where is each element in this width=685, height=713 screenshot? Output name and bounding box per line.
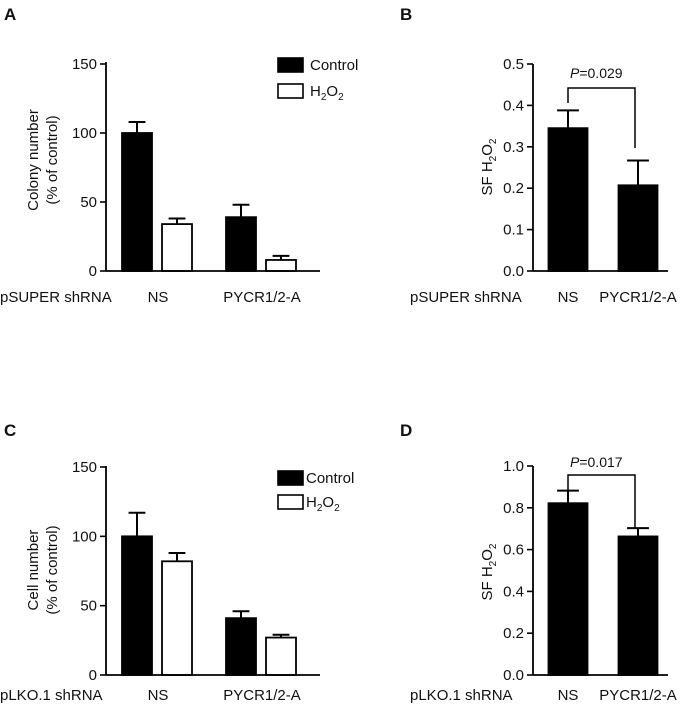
y-tick-label: 0.1 (503, 222, 524, 239)
y-tick-label: 0.2 (503, 625, 524, 642)
p-value-annotation: P=0.029 (570, 65, 623, 81)
bar-h2o2 (161, 223, 193, 272)
legend: Control H2O2 (277, 470, 354, 514)
bars (121, 511, 297, 676)
y-tick-label: 50 (80, 194, 97, 211)
y-tick-label: 0.4 (503, 97, 524, 114)
group-label: pSUPER shRNA (410, 289, 522, 306)
y-tick-label: 0 (89, 667, 97, 684)
y-axis-label-line1: Colony number (25, 109, 42, 211)
y-tick-label: 150 (72, 459, 97, 476)
panel-a: A Colony number (% of control) 0 50 100 150… (0, 5, 358, 306)
significance-bracket (567, 87, 636, 148)
bars (547, 109, 659, 272)
y-ticks: 0 50 100 150 (72, 56, 106, 280)
bar-control (225, 216, 257, 272)
y-axis-label: SF H2O2 (479, 138, 499, 195)
y-axis-label-line2: (% of control) (44, 115, 61, 204)
y-tick-label: 50 (80, 598, 97, 615)
legend-swatch-control (277, 57, 304, 73)
y-tick-label: 0.2 (503, 180, 524, 197)
bars (547, 489, 659, 676)
legend-label-h2o2: H2O2 (310, 83, 344, 103)
bar-control (121, 132, 153, 272)
y-axis-label-line1: Cell number (25, 530, 42, 611)
category-label-pycr: PYCR1/2-A (223, 289, 301, 306)
panel-b: B SF H2O2 0.0 0.1 0.2 0.3 0.4 0.5 P=0.029 pSU… (400, 5, 677, 306)
significance-bracket (567, 474, 636, 528)
category-label-pycr: PYCR1/2-A (223, 687, 301, 704)
y-axis-label-line2: (% of control) (44, 525, 61, 614)
y-tick-label: 0.4 (503, 583, 524, 600)
p-value: =0.029 (579, 65, 622, 81)
bar-control (225, 617, 257, 676)
legend-label-control: Control (310, 57, 358, 74)
y-tick-label: 0 (89, 263, 97, 280)
y-tick-label: 100 (72, 125, 97, 142)
panel-letter: C (4, 421, 16, 440)
bar-control (547, 127, 589, 272)
category-label-pycr: PYCR1/2-A (599, 289, 677, 306)
y-tick-label: 0.8 (503, 500, 524, 517)
group-label: pLKO.1 shRNA (410, 687, 513, 704)
legend-label-control: Control (306, 470, 354, 487)
y-tick-label: 150 (72, 56, 97, 73)
legend-swatch-h2o2 (277, 494, 304, 510)
panel-letter: A (4, 5, 16, 24)
bar-h2o2 (161, 560, 193, 676)
p-label: P (570, 65, 580, 81)
legend-swatch-control (277, 470, 304, 486)
group-label: pSUPER shRNA (0, 289, 112, 306)
legend-swatch-h2o2 (277, 83, 304, 99)
bar-control (617, 184, 659, 272)
category-label-ns: NS (558, 687, 579, 704)
legend-label-h2o2: H2O2 (306, 494, 340, 514)
y-ticks: 0 50 100 150 (72, 459, 106, 684)
y-tick-label: 0.0 (503, 263, 524, 280)
y-ticks: 0.0 0.2 0.4 0.6 0.8 1.0 (503, 458, 533, 684)
legend: Control H2O2 (277, 57, 358, 103)
y-tick-label: 0.5 (503, 56, 524, 73)
y-tick-label: 0.6 (503, 542, 524, 559)
category-label-ns: NS (148, 687, 169, 704)
y-tick-label: 1.0 (503, 458, 524, 475)
y-tick-label: 0.0 (503, 667, 524, 684)
category-label-ns: NS (558, 289, 579, 306)
y-tick-label: 100 (72, 528, 97, 545)
panel-letter: D (400, 421, 412, 440)
bar-h2o2 (265, 636, 297, 676)
y-ticks: 0.0 0.1 0.2 0.3 0.4 0.5 (503, 56, 533, 280)
category-label-ns: NS (148, 289, 169, 306)
category-label-pycr: PYCR1/2-A (599, 687, 677, 704)
bar-control (121, 535, 153, 676)
panel-c: C Cell number (% of control) 0 50 100 150 p… (0, 421, 354, 704)
bar-control (547, 502, 589, 676)
p-value-annotation: P=0.017 (570, 454, 623, 470)
y-axis-label: SF H2O2 (479, 543, 499, 600)
panel-letter: B (400, 5, 412, 24)
bars (121, 120, 297, 272)
bar-control (617, 535, 659, 676)
panel-d: D SF H2O2 0.0 0.2 0.4 0.6 0.8 1.0 P=0.017 pLK… (400, 421, 677, 704)
p-label: P (570, 454, 580, 470)
group-label: pLKO.1 shRNA (0, 687, 103, 704)
y-tick-label: 0.3 (503, 139, 524, 156)
p-value: =0.017 (579, 454, 622, 470)
bar-h2o2 (265, 259, 297, 272)
